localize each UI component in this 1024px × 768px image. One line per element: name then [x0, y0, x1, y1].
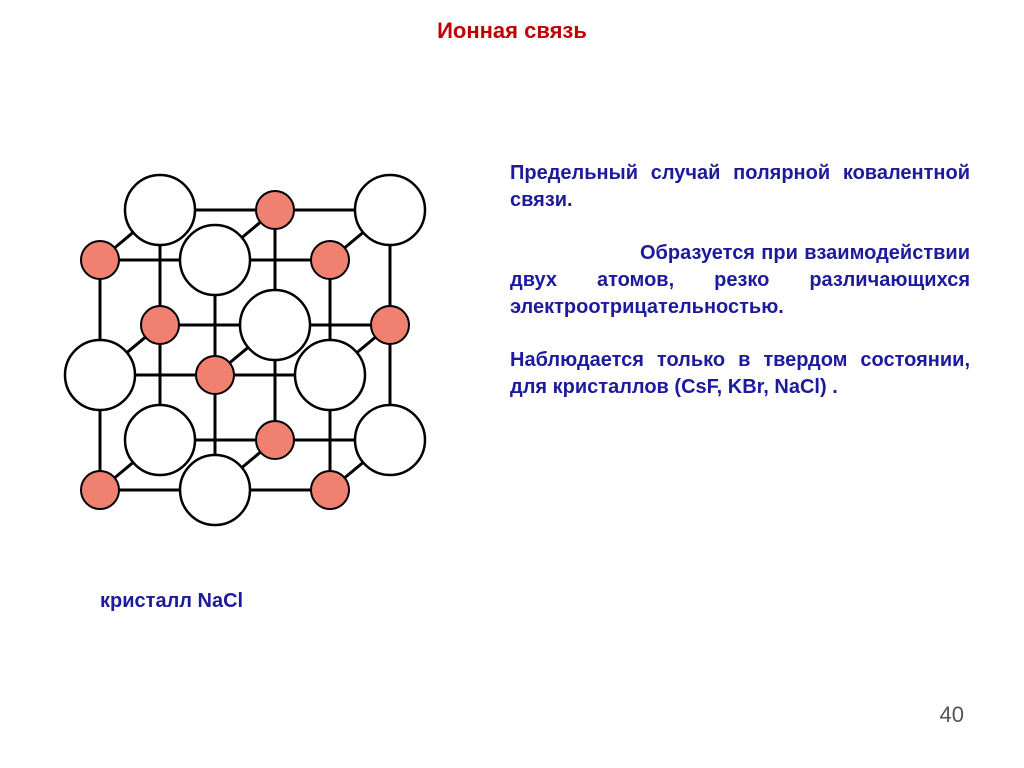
page-number: 40 [940, 702, 964, 728]
caption-text: кристалл NaCl [100, 590, 243, 612]
na-ion [371, 306, 409, 344]
crystal-diagram [40, 130, 440, 550]
cl-ion [180, 455, 250, 525]
cl-ion [355, 175, 425, 245]
cl-ion [65, 340, 135, 410]
na-ion [256, 421, 294, 459]
paragraph-2: Образуется при взаимодействии двух атомо… [510, 240, 970, 321]
title-text: Ионная связь [437, 18, 587, 43]
diagram-caption: кристалл NaCl [100, 590, 243, 613]
paragraph-3: Наблюдается только в твердом состоянии, … [510, 347, 970, 401]
na-ion [81, 241, 119, 279]
cl-ion [355, 405, 425, 475]
na-ion [196, 356, 234, 394]
paragraph-1: Предельный случай полярной ковалентной с… [510, 160, 970, 214]
page-title: Ионная связь [0, 18, 1024, 44]
na-ion [311, 471, 349, 509]
cl-ion [180, 225, 250, 295]
cl-ion [125, 175, 195, 245]
na-ion [81, 471, 119, 509]
na-ion [256, 191, 294, 229]
cl-ion [125, 405, 195, 475]
na-ion [311, 241, 349, 279]
cl-ion [240, 290, 310, 360]
slide: Ионная связь кристалл NaCl Предельный сл… [0, 0, 1024, 768]
body-text: Предельный случай полярной ковалентной с… [510, 160, 970, 427]
na-ion [141, 306, 179, 344]
cl-ion [295, 340, 365, 410]
